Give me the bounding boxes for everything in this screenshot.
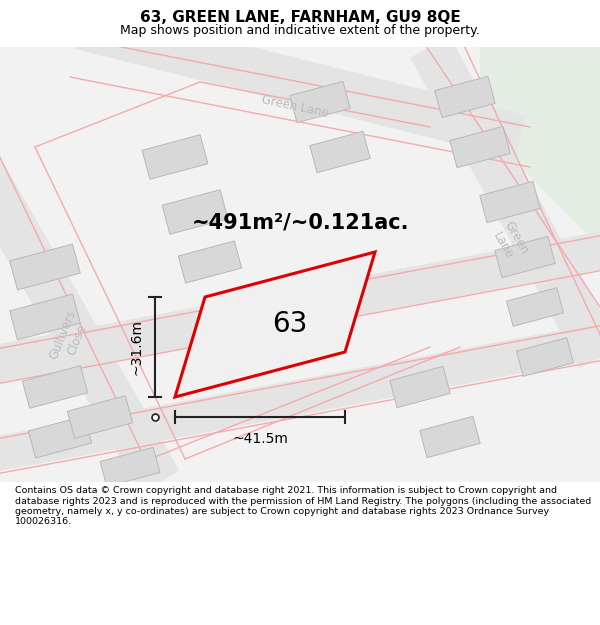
Polygon shape: [420, 416, 480, 457]
Text: ~491m²/~0.121ac.: ~491m²/~0.121ac.: [191, 212, 409, 232]
Text: Map shows position and indicative extent of the property.: Map shows position and indicative extent…: [120, 24, 480, 37]
Polygon shape: [142, 135, 208, 179]
Polygon shape: [28, 416, 92, 458]
Text: ~41.5m: ~41.5m: [232, 432, 288, 446]
Polygon shape: [390, 366, 450, 408]
Text: Gullivers
Close: Gullivers Close: [47, 308, 93, 366]
Polygon shape: [10, 294, 80, 340]
Text: 63, GREEN LANE, FARNHAM, GU9 8QE: 63, GREEN LANE, FARNHAM, GU9 8QE: [140, 11, 460, 26]
Polygon shape: [0, 320, 600, 474]
Polygon shape: [0, 156, 179, 493]
Text: 63: 63: [272, 311, 308, 339]
Polygon shape: [495, 236, 555, 278]
Polygon shape: [100, 448, 160, 487]
Polygon shape: [480, 181, 540, 222]
Polygon shape: [0, 228, 600, 386]
Text: Contains OS data © Crown copyright and database right 2021. This information is : Contains OS data © Crown copyright and d…: [15, 486, 591, 526]
Polygon shape: [10, 244, 80, 290]
Text: Green Lane: Green Lane: [260, 94, 329, 121]
Polygon shape: [290, 81, 350, 122]
Text: ~31.6m: ~31.6m: [130, 319, 144, 375]
Polygon shape: [410, 36, 600, 368]
Polygon shape: [435, 76, 495, 118]
Polygon shape: [175, 252, 375, 397]
Polygon shape: [506, 288, 563, 326]
Text: Green
Lane: Green Lane: [489, 219, 531, 264]
Polygon shape: [310, 131, 370, 173]
Polygon shape: [450, 126, 510, 168]
Polygon shape: [74, 5, 526, 159]
Polygon shape: [67, 396, 133, 438]
Polygon shape: [162, 190, 228, 234]
Polygon shape: [517, 338, 574, 376]
Polygon shape: [22, 366, 88, 408]
Polygon shape: [480, 47, 600, 247]
Polygon shape: [178, 241, 242, 283]
